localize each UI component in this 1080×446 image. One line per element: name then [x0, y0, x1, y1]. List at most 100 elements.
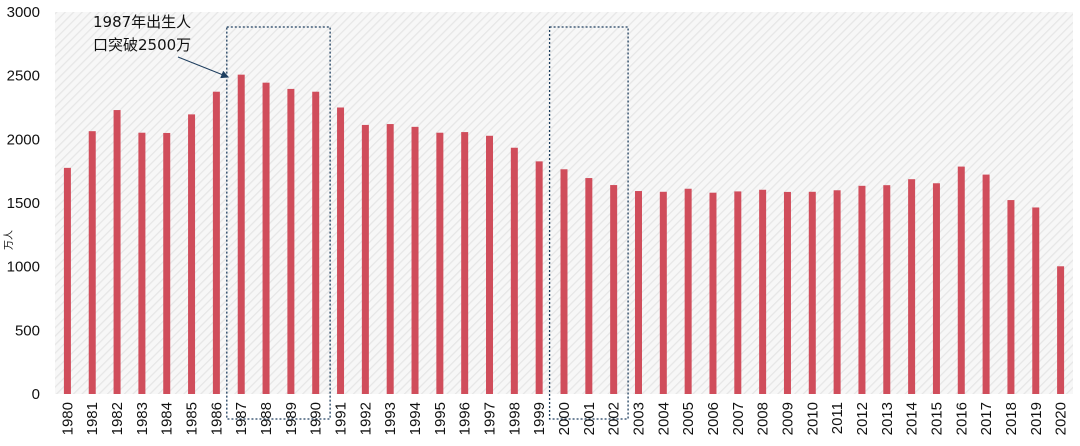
y-tick-label: 2500 — [7, 68, 40, 85]
x-tick-label: 1992 — [357, 402, 374, 435]
annotation-line-2: 口突破2500万 — [93, 36, 191, 54]
annotation-arrow — [177, 56, 230, 79]
x-tick-label: 1993 — [382, 402, 399, 435]
bar-1985 — [188, 114, 196, 394]
bar-2010 — [808, 191, 816, 394]
x-tick-label: 1999 — [531, 402, 548, 435]
highlight-box — [548, 26, 629, 420]
x-tick-label: 1981 — [84, 402, 101, 435]
x-tick-label: 1989 — [283, 402, 300, 435]
x-tick-label: 1980 — [59, 402, 76, 435]
bar-1981 — [88, 131, 96, 394]
x-tick-label: 1988 — [258, 402, 275, 435]
bar-1995 — [436, 132, 444, 394]
x-tick-label: 2007 — [730, 402, 747, 435]
bar-2001 — [585, 178, 593, 394]
x-tick-label: 2009 — [779, 402, 796, 435]
bar-1992 — [361, 124, 369, 394]
x-tick-label: 2008 — [755, 402, 772, 435]
x-tick-label: 2016 — [953, 402, 970, 435]
x-tick-label: 1996 — [457, 402, 474, 435]
bar-2007 — [734, 191, 742, 394]
x-tick-label: 2001 — [581, 402, 598, 435]
x-tick-label: 2011 — [829, 402, 846, 434]
x-tick-label: 1990 — [308, 402, 325, 435]
bar-2011 — [833, 190, 841, 394]
x-tick-label: 1997 — [482, 402, 499, 435]
y-tick-label: 500 — [15, 322, 40, 339]
x-tick-label: 2012 — [854, 402, 871, 435]
x-tick-label: 2015 — [928, 402, 945, 435]
y-axis-ticks: 0 500 1000 1500 2000 2500 3000 — [7, 4, 40, 403]
bar-1987 — [237, 74, 245, 395]
bar-1993 — [386, 124, 394, 395]
bar-1998 — [510, 147, 518, 394]
x-tick-label: 1995 — [432, 402, 449, 435]
bar-1986 — [212, 91, 220, 395]
x-tick-label: 2005 — [680, 402, 697, 435]
bar-1982 — [113, 110, 121, 395]
bar-1999 — [535, 161, 543, 394]
x-tick-label: 1994 — [407, 402, 424, 435]
y-tick-label: 3000 — [7, 4, 40, 21]
bar-2020 — [1057, 266, 1065, 394]
annotation-line-1: 1987年出生人 — [93, 13, 191, 31]
bar-2000 — [560, 169, 568, 394]
bar-1980 — [63, 167, 71, 394]
x-tick-label: 1984 — [159, 402, 176, 435]
bar-2005 — [684, 188, 692, 394]
bar-1983 — [138, 132, 146, 394]
x-tick-label: 2019 — [1028, 402, 1045, 435]
bar-2019 — [1032, 207, 1040, 394]
bars — [63, 74, 1065, 395]
x-tick-label: 1986 — [208, 402, 225, 435]
bar-1997 — [486, 135, 494, 394]
x-tick-label: 2004 — [655, 402, 672, 435]
x-tick-label: 1983 — [134, 402, 151, 435]
bar-2015 — [932, 183, 940, 394]
x-tick-label: 2018 — [1003, 402, 1020, 435]
bar-1991 — [337, 107, 345, 394]
bar-2003 — [634, 191, 642, 394]
bar-1984 — [163, 132, 171, 394]
x-axis-ticks: 1980 1981 1982 1983 1984 1985 1986 1987 1988 1989… — [59, 402, 1069, 435]
bar-1994 — [411, 126, 419, 394]
bar-2016 — [957, 166, 965, 394]
x-tick-label: 1985 — [184, 402, 201, 435]
x-tick-label: 2013 — [879, 402, 896, 435]
bar-1990 — [312, 91, 320, 395]
x-tick-label: 1982 — [109, 402, 126, 435]
y-tick-label: 1500 — [7, 195, 40, 212]
x-tick-label: 2010 — [804, 402, 821, 435]
bar-2012 — [858, 185, 866, 394]
x-tick-label: 2002 — [606, 402, 623, 435]
y-tick-label: 1000 — [7, 259, 40, 276]
x-tick-label: 2006 — [705, 402, 722, 435]
bar-2008 — [759, 189, 767, 394]
x-tick-label: 2017 — [978, 402, 995, 435]
bar-1996 — [461, 132, 469, 394]
bar-2004 — [659, 191, 667, 394]
x-tick-label: 2020 — [1053, 402, 1070, 435]
x-tick-label: 1987 — [233, 402, 250, 435]
x-tick-label: 2014 — [904, 402, 921, 435]
y-tick-label: 2000 — [7, 131, 40, 148]
y-tick-label: 0 — [32, 386, 40, 403]
bar-1989 — [287, 88, 295, 394]
bar-2017 — [982, 174, 990, 394]
x-tick-label: 2003 — [630, 402, 647, 435]
highlight-boxes — [226, 26, 629, 420]
annotation: 1987年出生人 口突破2500万 — [93, 13, 230, 79]
bar-2009 — [783, 191, 791, 394]
y-axis-label: 万人 — [3, 230, 15, 250]
bar-2002 — [610, 185, 618, 394]
bar-2018 — [1007, 200, 1015, 394]
bar-1988 — [262, 82, 270, 395]
bar-2006 — [709, 192, 717, 394]
bar-2014 — [908, 179, 916, 394]
bar-2013 — [883, 185, 891, 394]
x-tick-label: 1998 — [506, 402, 523, 435]
x-tick-label: 2000 — [556, 402, 573, 435]
x-tick-label: 1991 — [333, 402, 350, 435]
